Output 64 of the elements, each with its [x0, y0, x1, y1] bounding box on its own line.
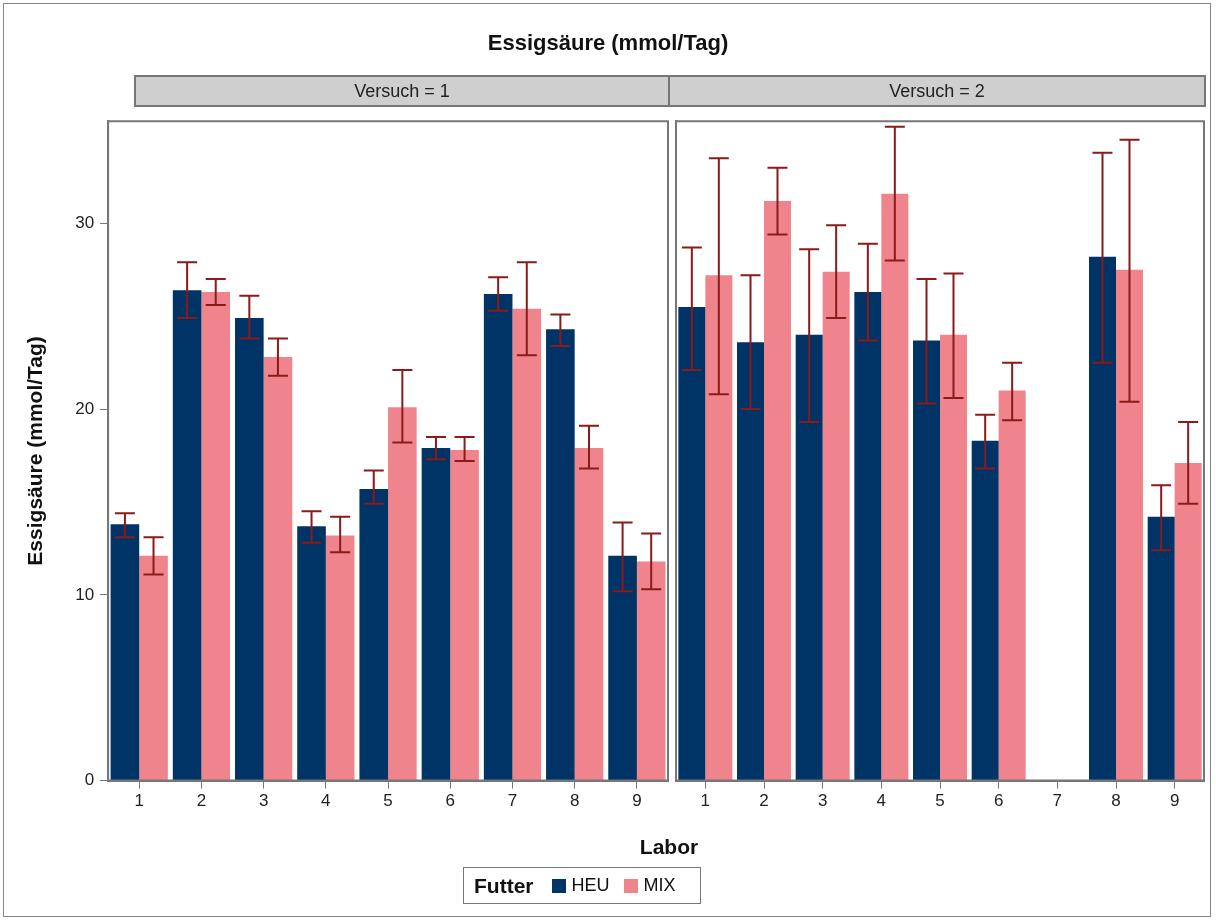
y-tick-label: 30	[75, 213, 95, 233]
bar	[483, 293, 513, 781]
bar	[359, 488, 389, 781]
legend-label: HEU	[571, 875, 610, 896]
chart-title: Essigsäure (mmol/Tag)	[486, 30, 730, 56]
bar	[940, 334, 967, 781]
bar	[1147, 516, 1175, 781]
bar	[263, 357, 293, 781]
bar	[881, 193, 909, 781]
bar	[139, 555, 168, 781]
legend-title: Futter	[474, 873, 534, 898]
bar	[110, 524, 140, 781]
bar	[636, 561, 666, 781]
bar	[172, 290, 202, 781]
x-tick-label: 3	[817, 791, 828, 811]
x-axis-title: Labor	[638, 835, 700, 859]
x-tick-label: 5	[383, 791, 393, 811]
x-tick-label: 3	[258, 791, 269, 811]
bar	[913, 340, 940, 781]
bar	[450, 449, 479, 781]
x-tick-label: 8	[1111, 791, 1121, 811]
bar	[1089, 256, 1116, 781]
bar	[705, 275, 733, 781]
bar	[998, 390, 1026, 781]
bar	[608, 555, 637, 781]
bar	[388, 407, 417, 781]
x-tick-label: 4	[876, 791, 887, 811]
x-tick-label: 1	[700, 791, 711, 811]
legend-label: MIX	[643, 875, 676, 896]
bar	[971, 440, 999, 781]
x-tick-label: 2	[196, 791, 207, 811]
bar	[737, 342, 764, 781]
x-tick-label: 2	[759, 791, 769, 811]
chart-subtitle: Versuch = 2	[668, 75, 1206, 107]
bar	[795, 334, 823, 781]
bar	[235, 318, 264, 781]
x-tick-label: 1	[134, 791, 144, 811]
bar	[854, 292, 882, 781]
bar	[297, 526, 326, 781]
bar	[574, 448, 604, 781]
bar	[546, 329, 575, 781]
bar	[678, 306, 706, 781]
x-tick-label: 4	[321, 791, 331, 811]
x-tick-label: 7	[1052, 791, 1063, 811]
y-tick-label: 10	[75, 584, 95, 604]
x-tick-label: 6	[993, 791, 1004, 811]
bar	[1174, 462, 1202, 781]
bar	[822, 271, 850, 781]
y-axis-title: Essigsäure (mmol/Tag)	[23, 336, 47, 566]
bar	[421, 448, 451, 781]
chart-subtitle: Versuch = 1	[134, 75, 670, 107]
x-tick-label: 9	[1169, 791, 1180, 811]
x-tick-label: 8	[569, 791, 580, 811]
x-tick-label: 6	[445, 791, 455, 811]
bar	[1116, 269, 1143, 781]
bar	[512, 308, 542, 781]
bar	[325, 535, 355, 781]
y-tick-label: 20	[75, 398, 95, 418]
bar	[764, 201, 791, 781]
x-tick-label: 9	[632, 791, 642, 811]
x-tick-label: 5	[935, 791, 945, 811]
y-tick-label: 0	[84, 770, 95, 790]
x-tick-label: 7	[507, 791, 518, 811]
bar	[201, 292, 231, 781]
